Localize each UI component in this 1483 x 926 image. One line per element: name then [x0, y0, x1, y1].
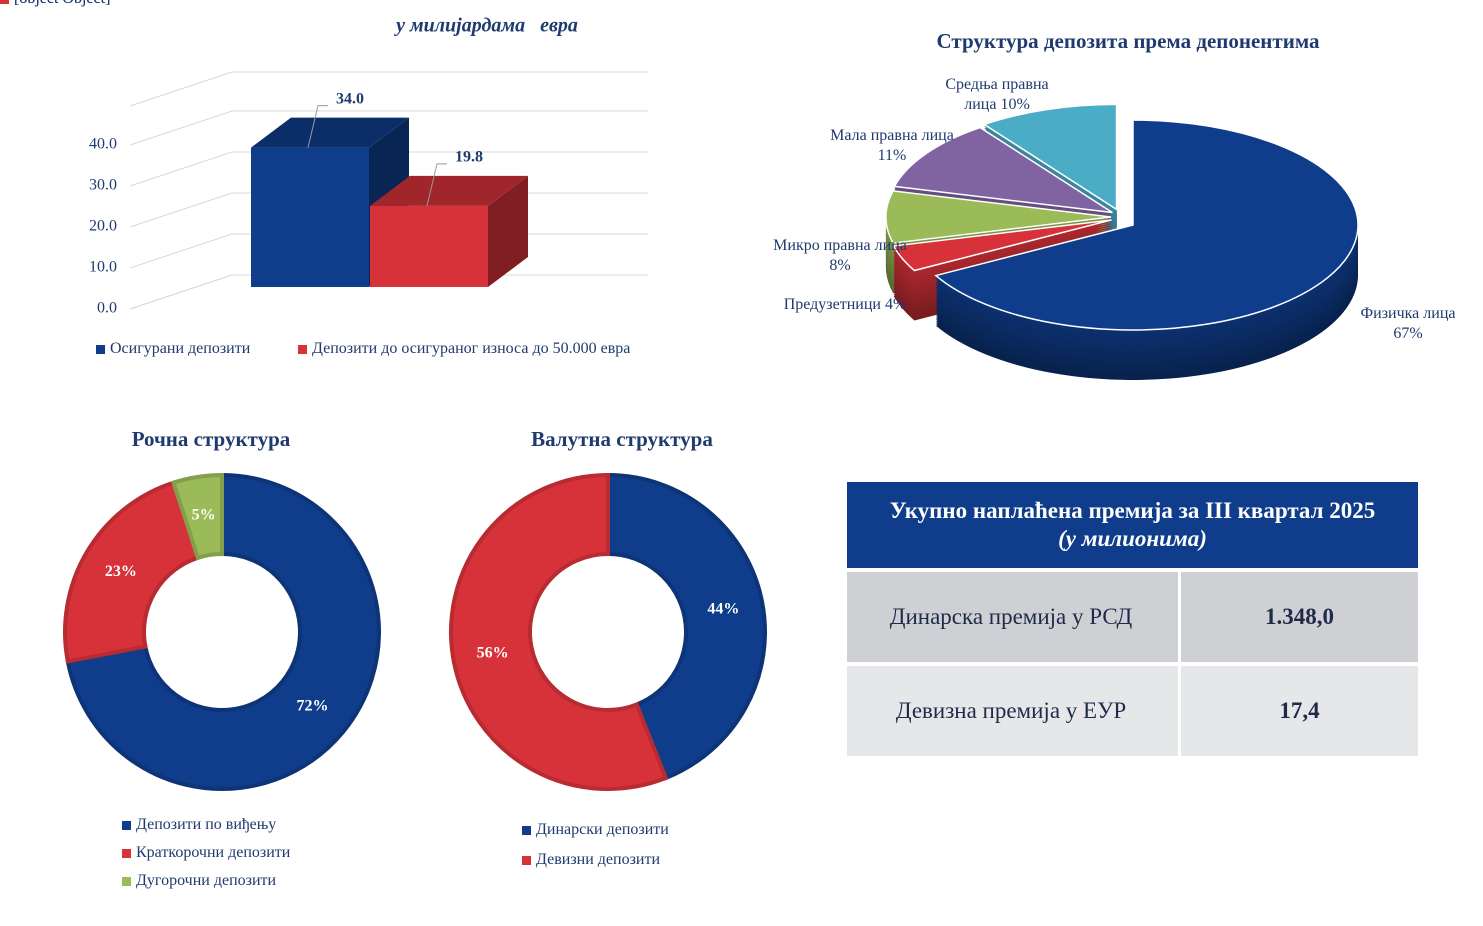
legend-item: [object Object] [0, 0, 110, 8]
legend-text: Депозити по виђењу [136, 816, 277, 833]
category-label: Физичка лица [1360, 305, 1456, 322]
table-row: Девизна премија у ЕУР 17,4 [847, 666, 1418, 756]
y-tick-label: 40.0 [89, 136, 117, 153]
chart-title: Структура депозита према депонентима [937, 29, 1320, 53]
back-wall [129, 71, 233, 107]
category-label: Средња правна лица [945, 76, 1049, 113]
data-label: 5% [192, 507, 216, 524]
bar-top [370, 175, 528, 206]
donut-segment [606, 472, 767, 781]
legend-swatch [122, 848, 131, 858]
table-title: Укупно наплаћена премија за III квартал … [889, 498, 1376, 523]
grid-line [129, 274, 648, 310]
leader-line [307, 105, 328, 148]
donut-segment [449, 472, 669, 791]
bar [370, 205, 488, 287]
legend-swatch [122, 876, 131, 886]
cell: Девизна премија у ЕУР [895, 698, 1127, 723]
legend-text: Динарски депозити [536, 821, 669, 838]
legend-swatch [96, 344, 105, 354]
legend-item: Динарски депозити [522, 821, 669, 839]
grid-line [129, 151, 648, 187]
data-label: 56% [477, 645, 509, 662]
category-label: Мала правна лица [830, 127, 954, 144]
table-subtitle: (у милионима) [1058, 526, 1207, 551]
pie-label: Физичка лица 67% [1346, 304, 1471, 344]
legend-item: Девизни депозити [522, 851, 660, 869]
table-row: Динарска премија у РСД 1.348,0 [847, 572, 1418, 662]
legend-swatch [522, 825, 531, 835]
legend-swatch [122, 820, 131, 830]
legend-text: Депозити до осигураног износа до 50.000 … [312, 340, 631, 357]
donut-segment [170, 472, 224, 561]
legend-swatch [0, 0, 9, 4]
chart-subtitle: у милијардама евра [394, 15, 578, 37]
pie-label: Мала правна лица 11% [825, 126, 960, 166]
legend-text: Осигурани депозити [110, 340, 251, 357]
data-label: 19.8 [455, 148, 483, 165]
premium-table: Укупно наплаћена премија за III квартал … [847, 482, 1418, 756]
y-tick-label: 20.0 [89, 218, 117, 235]
legend-text: [object Object] [14, 0, 110, 8]
slice [934, 119, 1359, 331]
category-label: Микро правна лица [773, 237, 907, 254]
pie-label: Микро правна лица 8% [773, 236, 908, 276]
value-label: 11% [877, 147, 907, 164]
pie-label: Предузетници 4% [778, 295, 913, 315]
legend-item: Депозити по виђењу [122, 816, 276, 834]
cell: 17,4 [1178, 666, 1418, 756]
cell: 1.348,0 [1178, 572, 1418, 662]
table-header: Укупно наплаћена премија за III квартал … [847, 482, 1418, 568]
legend-text: Краткорочни депозити [136, 844, 291, 861]
legend-item: Осигурани депозити [96, 340, 250, 358]
slice [982, 103, 1118, 211]
legend-swatch [522, 855, 531, 865]
data-label: 44% [707, 601, 739, 618]
legend-item: Дугорочни депозити [122, 872, 276, 890]
legend-item: Депозити до осигураног износа до 50.000 … [298, 340, 630, 358]
value-label: 4% [884, 296, 907, 313]
bar-top [251, 117, 409, 148]
data-label: 34.0 [336, 90, 364, 107]
slice [893, 126, 1113, 214]
donut-segment [63, 480, 201, 664]
y-tick-label: 0.0 [97, 300, 117, 317]
chart-title: Валутна структура [531, 427, 713, 451]
y-tick-label: 30.0 [89, 177, 117, 194]
category-label: Предузетници [783, 296, 881, 313]
legend-text: Девизни депозити [536, 851, 661, 868]
legend-text: Дугорочни депозити [136, 872, 277, 889]
data-label: 23% [105, 563, 137, 580]
leader-line [426, 163, 447, 206]
legend-item: Краткорочни депозити [122, 844, 290, 862]
value-label: 8% [829, 257, 851, 274]
donut-segment [65, 472, 381, 791]
grid-line [129, 110, 648, 146]
value-label: 67% [1393, 325, 1423, 342]
bar-side [488, 175, 528, 287]
slice [885, 190, 1112, 244]
value-label: 10% [1000, 96, 1030, 113]
slice [892, 219, 1112, 272]
cell: Динарска премија у РСД [889, 604, 1133, 629]
y-tick-label: 10.0 [89, 259, 117, 276]
pie-label: Средња правна лица 10% [930, 75, 1065, 115]
data-label: 72% [297, 698, 329, 715]
legend-text: [object Object] [14, 0, 110, 8]
chart-title: Рочна структура [132, 427, 291, 451]
legend-swatch [298, 344, 307, 354]
bar [251, 147, 369, 287]
